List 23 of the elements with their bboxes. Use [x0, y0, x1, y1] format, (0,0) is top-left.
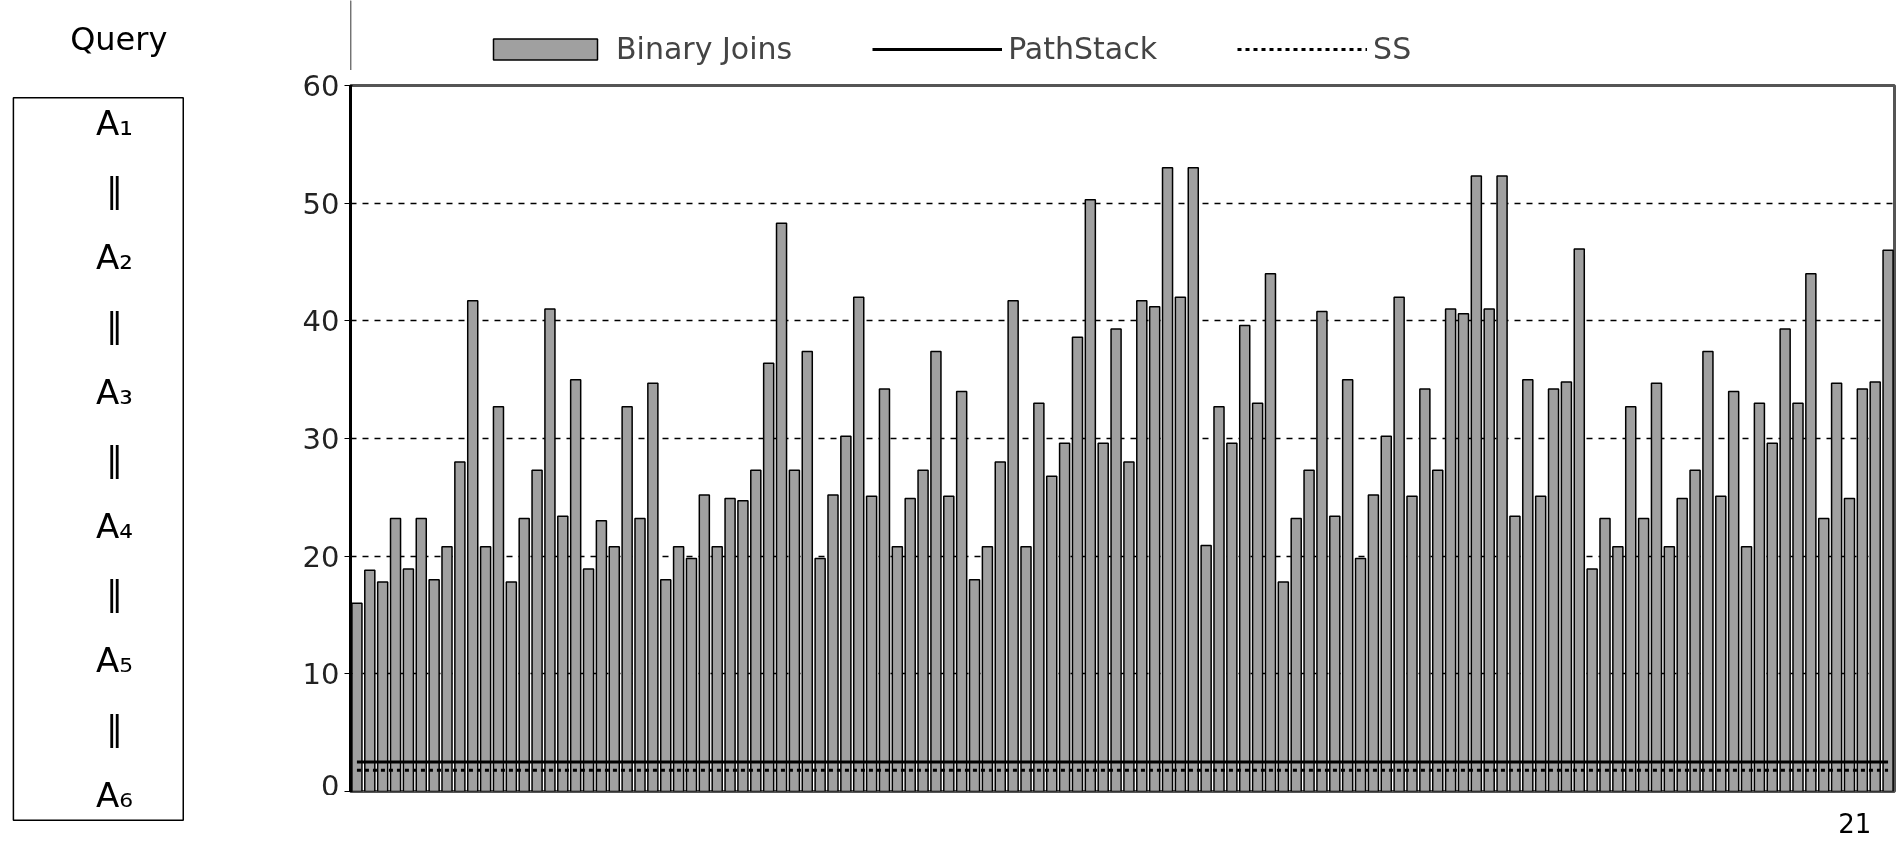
- y-tick-label: 10: [302, 657, 340, 692]
- y-tick-label: 60: [302, 69, 340, 103]
- text: ‖: [105, 438, 123, 479]
- legend-label: Binary Joins: [616, 31, 793, 66]
- text: A₄: [96, 506, 133, 547]
- y-tick-label: 40: [302, 304, 340, 339]
- text: ‖: [105, 170, 123, 211]
- text: 21: [1838, 809, 1872, 839]
- text: A₁: [96, 103, 133, 144]
- text: A₆: [96, 774, 133, 815]
- y-tick-label: 30: [302, 422, 340, 456]
- text: ‖: [105, 573, 123, 614]
- text: ‖: [105, 707, 123, 748]
- y-tick-label: 50: [302, 186, 340, 221]
- text: ‖: [105, 304, 123, 345]
- text: A₃: [96, 371, 133, 412]
- legend-label: SS: [1373, 31, 1412, 66]
- text: A₂: [96, 237, 133, 278]
- text: Query: [70, 19, 168, 58]
- y-tick-label: 0: [321, 768, 340, 803]
- y-tick-label: 20: [302, 539, 340, 574]
- legend-label: PathStack: [1008, 31, 1158, 66]
- text: A₅: [96, 640, 133, 681]
